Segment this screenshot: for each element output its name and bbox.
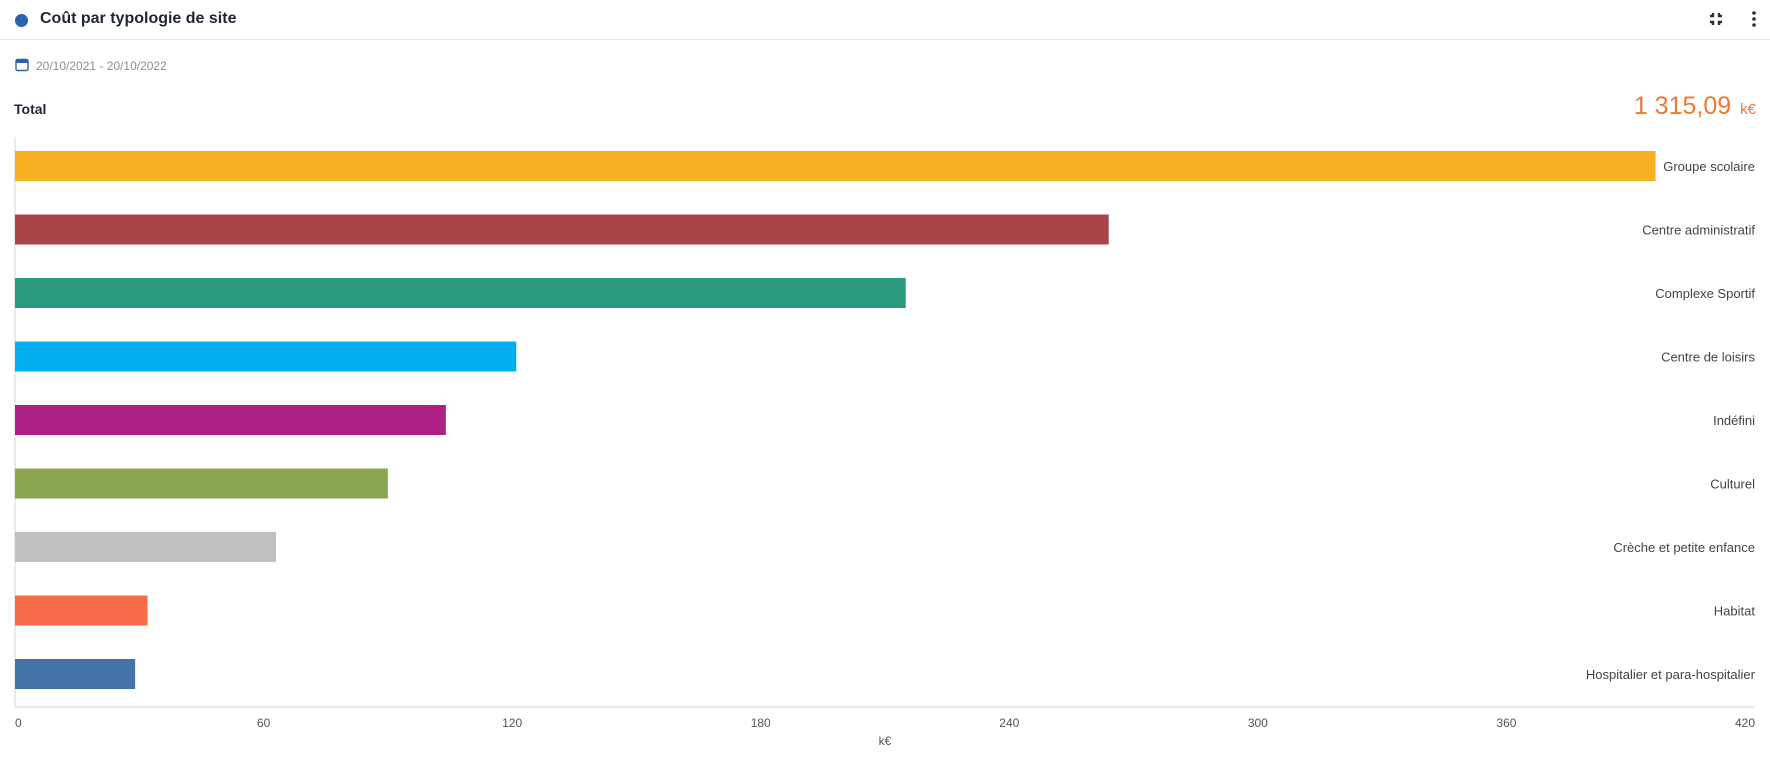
widget-header: Coût par typologie de site <box>0 0 1770 40</box>
bar[interactable] <box>15 278 906 308</box>
date-range-text: 20/10/2021 - 20/10/2022 <box>36 59 167 73</box>
bar[interactable] <box>15 532 276 562</box>
widget-title: Coût par typologie de site <box>40 10 237 27</box>
category-label: Culturel <box>1710 477 1755 492</box>
category-label: Complexe Sportif <box>1655 286 1755 301</box>
total-amount: 1 315,09 <box>1633 92 1732 120</box>
collapse-icon[interactable] <box>1706 9 1726 29</box>
x-tick-label: 0 <box>15 716 22 730</box>
category-label: Hospitalier et para-hospitalier <box>1586 667 1756 682</box>
x-axis-title: k€ <box>879 734 892 748</box>
date-range: 20/10/2021 - 20/10/2022 <box>15 57 167 75</box>
total-label: Total <box>14 101 47 117</box>
bar[interactable] <box>15 151 1656 181</box>
x-tick-label: 240 <box>999 716 1019 730</box>
bar[interactable] <box>15 468 388 499</box>
total-value: 1 315,09 k€ <box>1634 92 1756 121</box>
x-tick-label: 60 <box>257 716 271 730</box>
category-label: Centre de loisirs <box>1661 350 1755 365</box>
bar[interactable] <box>15 405 446 435</box>
x-tick-label: 420 <box>1735 716 1755 730</box>
bar[interactable] <box>15 595 148 626</box>
category-label: Indéfini <box>1713 413 1755 428</box>
category-label: Centre administratif <box>1642 223 1755 238</box>
x-tick-label: 120 <box>502 716 522 730</box>
category-label: Crèche et petite enfance <box>1613 540 1755 555</box>
total-unit: k€ <box>1740 101 1756 118</box>
bar[interactable] <box>15 659 136 689</box>
x-tick-label: 180 <box>751 716 771 730</box>
bar[interactable] <box>15 341 517 372</box>
calendar-icon <box>15 58 29 75</box>
category-label: Groupe scolaire <box>1663 159 1755 174</box>
x-tick-label: 360 <box>1496 716 1516 730</box>
more-vertical-icon[interactable] <box>1744 9 1764 29</box>
x-tick-label: 300 <box>1248 716 1268 730</box>
status-dot <box>15 14 28 27</box>
category-label: Habitat <box>1714 604 1756 619</box>
bar[interactable] <box>15 214 1109 245</box>
